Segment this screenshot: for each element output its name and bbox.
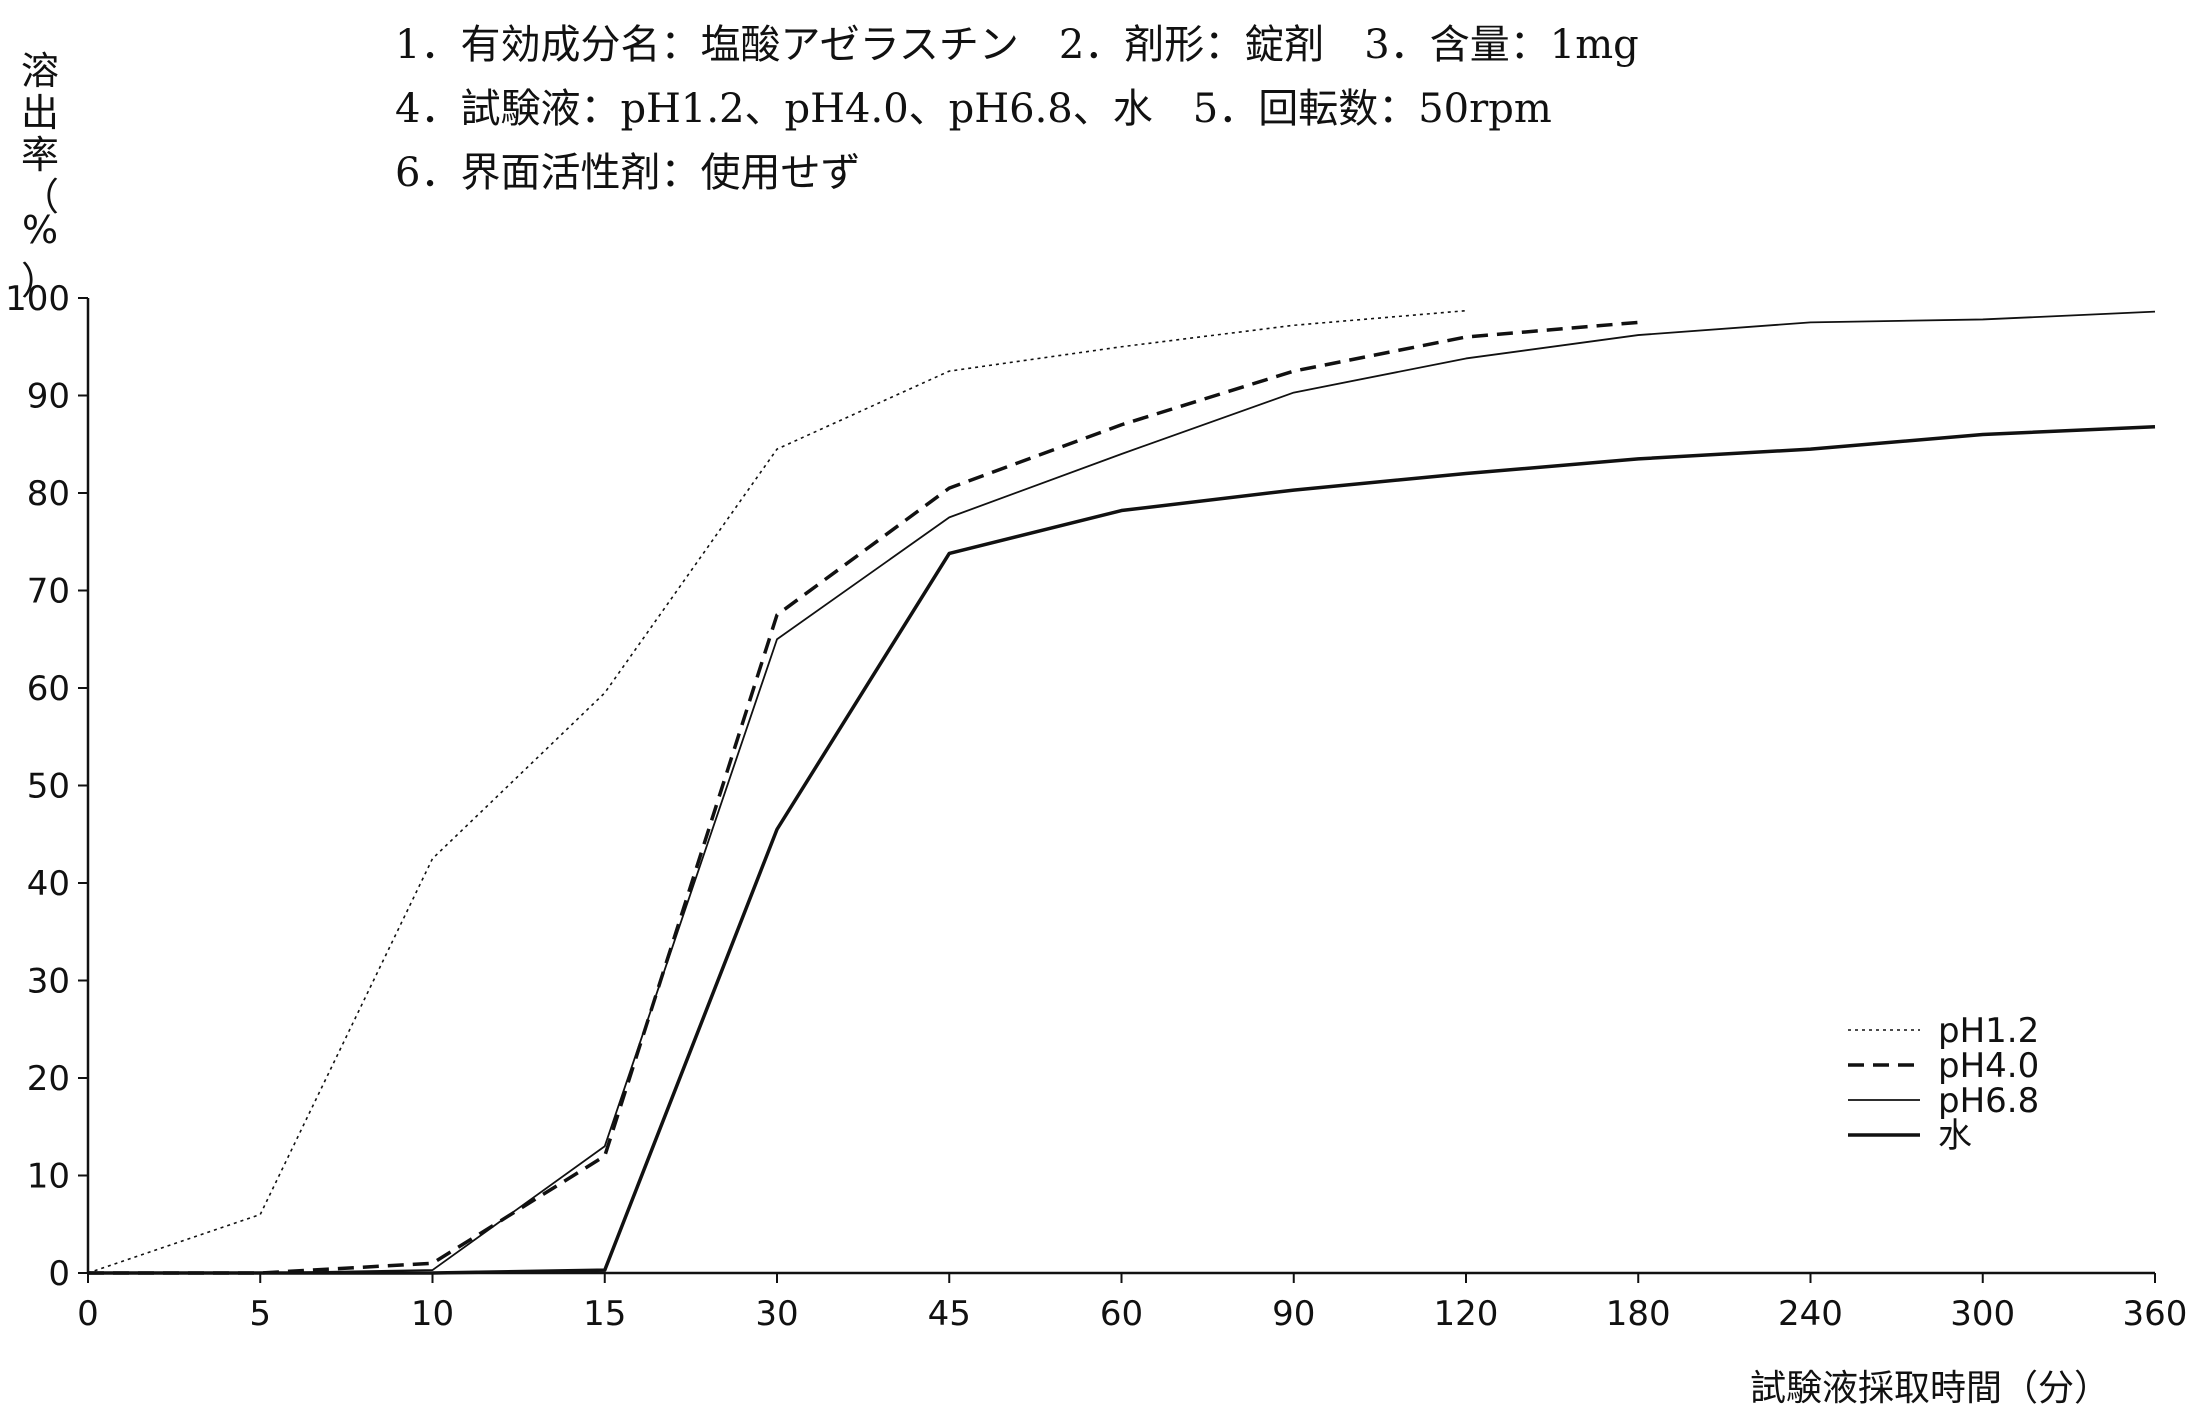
y-tick-label: 20 — [27, 1059, 70, 1099]
y-axis-label-char: （ — [20, 175, 59, 219]
header-line-2: 4．試験液：pH1.2、pH4.0、pH6.8、水 5．回転数：50rpm — [395, 86, 1552, 132]
y-tick-label: 30 — [27, 962, 70, 1002]
series-line-pH6.8 — [88, 310, 2156, 1274]
x-tick-label: 120 — [1434, 1294, 1499, 1334]
x-tick-label: 90 — [1272, 1294, 1315, 1334]
legend-label: pH1.2 — [1938, 1011, 2039, 1051]
y-tick-label: 0 — [48, 1254, 70, 1294]
legend-label: pH6.8 — [1938, 1081, 2039, 1121]
x-tick-label: 45 — [928, 1294, 971, 1334]
x-tick-label: 10 — [411, 1294, 454, 1334]
y-axis-label-char: 溶 — [20, 49, 59, 93]
x-tick-label: 180 — [1606, 1294, 1671, 1334]
series-lines — [87, 309, 2156, 1275]
y-axis-label-char: 率 — [20, 133, 59, 177]
series-line-pH1.2 — [87, 309, 1467, 1274]
x-tick-label: 240 — [1778, 1294, 1843, 1334]
y-axis-label-char: % — [21, 208, 59, 252]
y-axis-label-char: 出 — [20, 91, 59, 135]
x-tick-label: 30 — [755, 1294, 798, 1334]
y-tick-label: 80 — [27, 474, 70, 514]
x-tick-label: 0 — [77, 1294, 99, 1334]
x-axis-label: 試験液採取時間（分） — [1750, 1368, 2110, 1409]
y-axis-label-char: ） — [20, 259, 59, 303]
y-tick-label: 60 — [27, 669, 70, 709]
header-line-3: 6．界面活性剤：使用せず — [395, 150, 861, 196]
x-ticks: 0 5 10 15 30 45 60 90 120 180 240 300 360 — [77, 1273, 2187, 1334]
legend-label: pH4.0 — [1938, 1046, 2039, 1086]
x-tick-label: 15 — [583, 1294, 626, 1334]
x-tick-label: 300 — [1950, 1294, 2015, 1334]
legend-label: 水 — [1938, 1116, 1972, 1156]
y-tick-label: 100 — [5, 279, 70, 319]
x-tick-label: 5 — [249, 1294, 271, 1334]
x-tick-label: 60 — [1100, 1294, 1143, 1334]
header-line-1: 1．有効成分名：塩酸アゼラスチン 2．剤形：錠剤 3．含量：1mg — [395, 22, 1639, 68]
axes — [86, 298, 2155, 1275]
y-tick-label: 10 — [27, 1157, 70, 1197]
y-ticks: 0 10 20 30 40 50 60 70 80 90 100 — [5, 279, 88, 1294]
y-tick-label: 90 — [27, 377, 70, 417]
series-line-pH4.0 — [88, 320, 1639, 1275]
y-tick-label: 40 — [27, 864, 70, 904]
x-tick-label: 360 — [2123, 1294, 2188, 1334]
y-tick-label: 70 — [27, 572, 70, 612]
series-line-水 — [88, 424, 2156, 1275]
y-tick-label: 50 — [27, 767, 70, 807]
